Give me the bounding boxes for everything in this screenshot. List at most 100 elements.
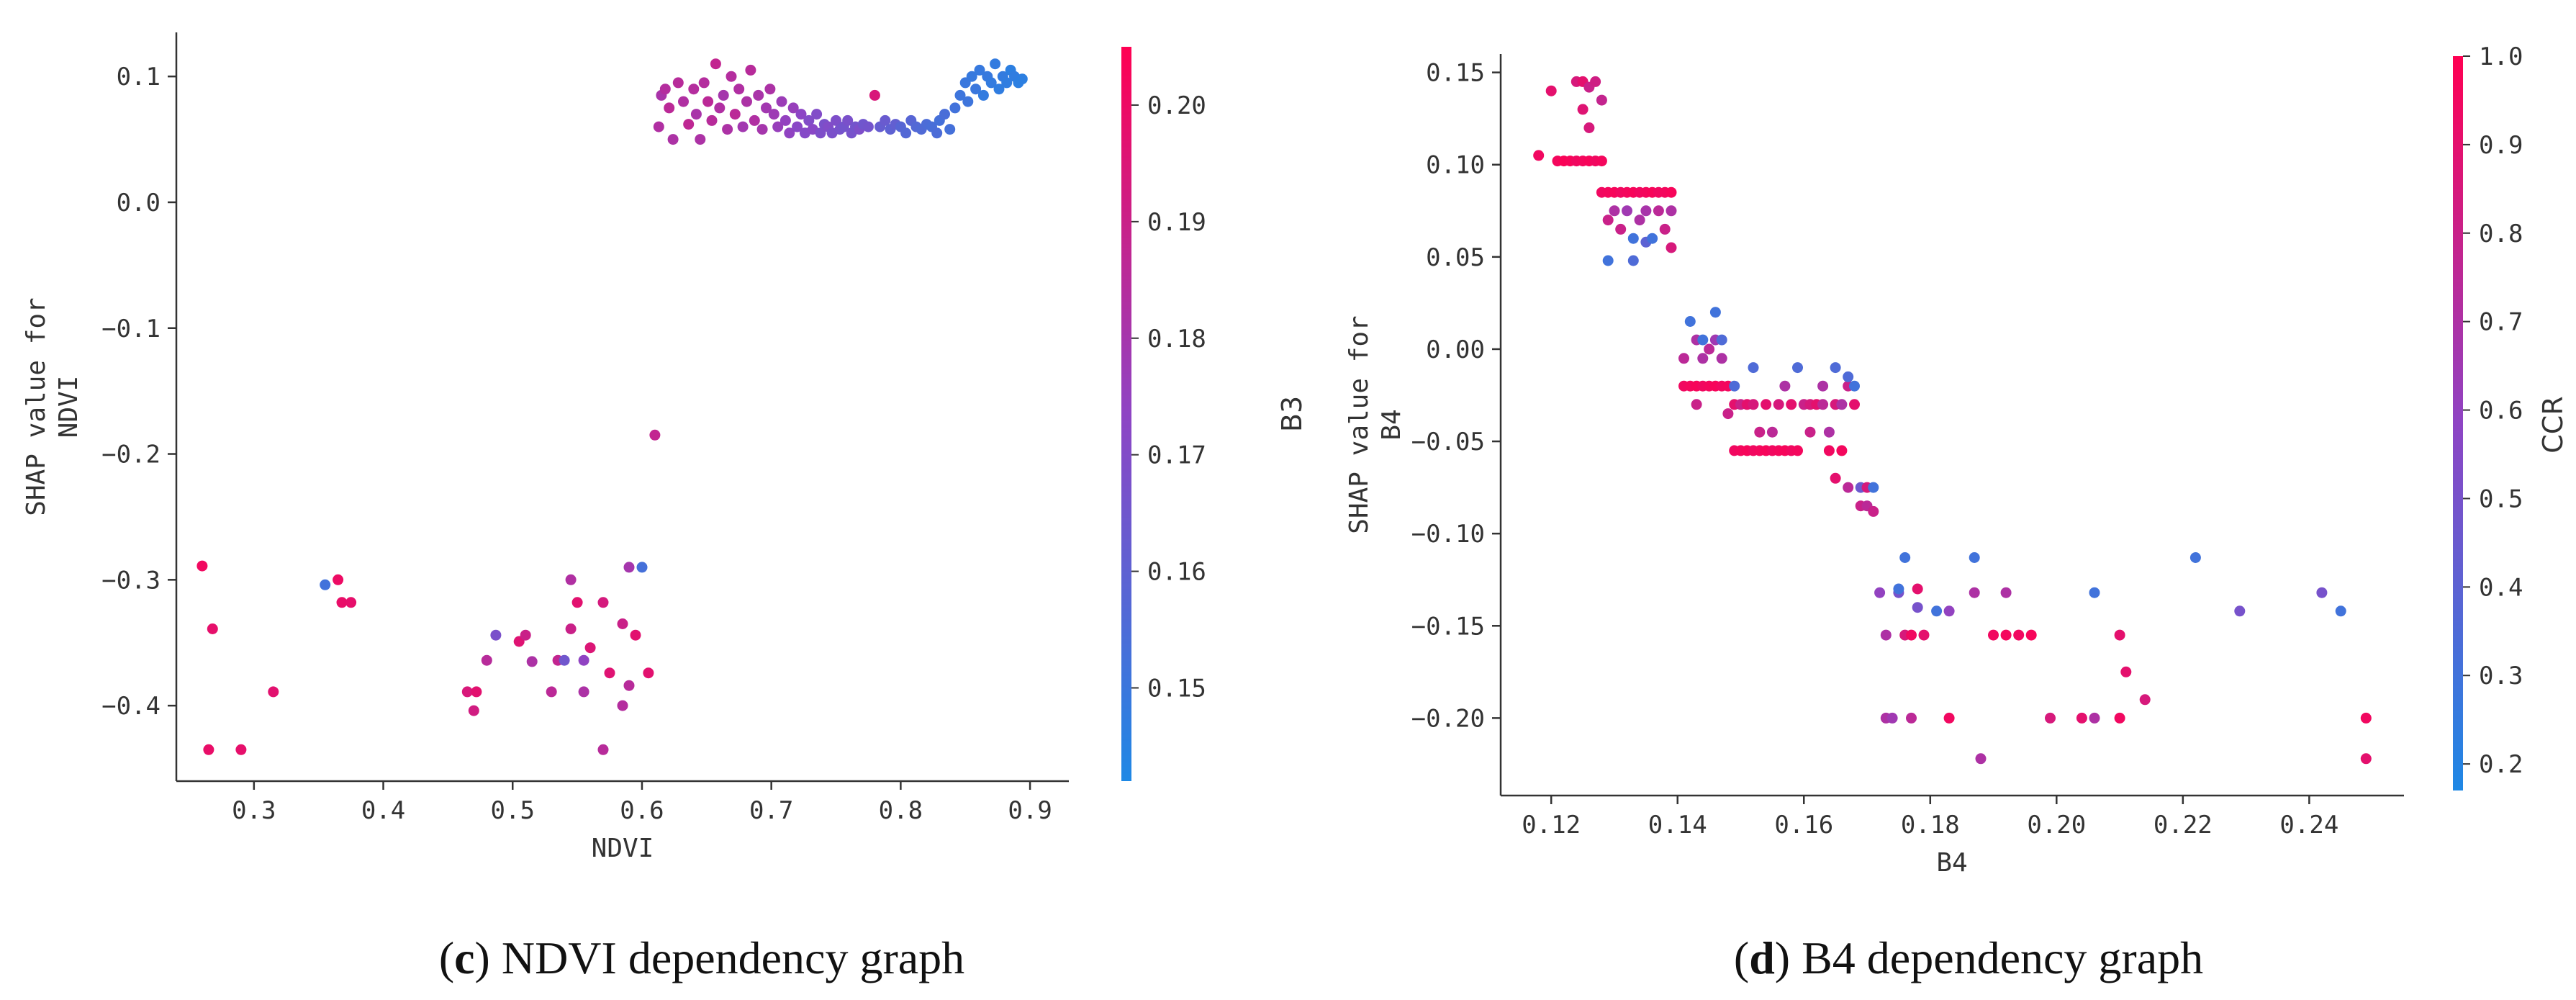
b4-data-point: [1849, 399, 1860, 410]
ndvi-data-point: [565, 574, 577, 585]
ndvi-data-point: [974, 64, 985, 76]
b4-data-point: [1912, 583, 1923, 595]
ndvi-dependency-chart: 0.3 0.4 0.5 0.6 0.7 0.8 0.9 0.1 0.0 −0.1 −0.2 −0.3…: [22, 32, 1308, 863]
ndvi-y-axis-label-line1: SHAP value for: [22, 297, 51, 515]
b4-data-point: [1647, 233, 1658, 244]
b4-data-point: [1823, 426, 1835, 438]
b4-data-point: [1716, 334, 1727, 346]
b4-data-point: [1748, 362, 1759, 374]
b4-data-point: [1817, 399, 1829, 410]
ndvi-data-point: [939, 109, 950, 120]
b4-x-tick-label: 0.12: [1522, 811, 1581, 839]
b4-data-point: [1697, 334, 1709, 346]
ndvi-data-point: [268, 686, 279, 698]
ndvi-data-point: [468, 705, 479, 716]
b4-data-point: [1622, 205, 1632, 217]
b4-data-point: [2234, 605, 2246, 617]
b4-data-point: [2013, 629, 2025, 641]
caption-c-open: (: [439, 932, 454, 983]
b4-data-point: [1918, 629, 1930, 641]
b4-data-point: [1691, 399, 1702, 410]
ndvi-points: [196, 58, 1028, 755]
b4-data-point: [1886, 712, 1898, 724]
b4-data-point: [2139, 694, 2151, 706]
ndvi-data-point: [698, 77, 710, 89]
ndvi-data-point: [235, 744, 247, 755]
b4-data-point: [1590, 76, 1601, 87]
b4-colorbar-tick-label: 0.9: [2479, 131, 2523, 160]
ndvi-data-point: [623, 680, 635, 691]
ndvi-data-point: [597, 744, 609, 755]
b4-data-point: [1666, 205, 1677, 217]
ndvi-y-tick-label: −0.3: [101, 566, 161, 595]
ndvi-colorbar-tick-label: 0.17: [1147, 441, 1206, 470]
b4-y-tick-label: −0.20: [1411, 704, 1485, 733]
b4-data-point: [1931, 605, 1943, 617]
b4-data-point: [1843, 371, 1854, 382]
ndvi-data-point: [490, 629, 502, 641]
b4-data-point: [1748, 399, 1759, 410]
ndvi-data-point: [706, 114, 718, 126]
ndvi-data-point: [985, 77, 997, 89]
b4-data-point: [1659, 223, 1671, 235]
ndvi-data-point: [949, 102, 961, 114]
b4-colorbar-tick-label: 1.0: [2479, 42, 2523, 71]
ndvi-data-point: [461, 686, 473, 698]
ndvi-data-point: [990, 58, 1001, 70]
b4-y-axis-label-line1: SHAP value for: [1345, 315, 1374, 533]
b4-data-point: [1906, 629, 1917, 641]
ndvi-data-point: [630, 629, 641, 641]
b4-data-point: [1893, 583, 1904, 595]
ndvi-y-tick-label: −0.2: [101, 441, 161, 469]
b4-colorbar-label: CCR: [2537, 396, 2569, 453]
b4-y-tick-label: −0.05: [1411, 428, 1485, 456]
b4-data-point: [1678, 353, 1689, 364]
b4-colorbar-tick-label: 0.3: [2479, 662, 2523, 690]
ndvi-data-point: [196, 560, 208, 572]
b4-data-point: [2000, 587, 2012, 598]
b4-data-point: [1830, 362, 1841, 374]
ndvi-data-point: [815, 127, 826, 139]
caption-c: (c) NDVI dependency graph: [439, 932, 964, 983]
b4-data-point: [1969, 552, 1980, 563]
ndvi-data-point: [659, 84, 671, 95]
b4-data-point: [1653, 205, 1664, 217]
ndvi-x-axis-label: NDVI: [592, 834, 654, 863]
ndvi-data-point: [672, 77, 684, 89]
ndvi-data-point: [1016, 73, 1028, 85]
ndvi-data-point: [578, 654, 589, 666]
ndvi-data-point: [649, 429, 661, 441]
ndvi-x-tick-label: 0.7: [749, 796, 793, 825]
b4-data-point: [1602, 255, 1614, 266]
b4-data-point: [1722, 408, 1734, 420]
b4-data-point: [2025, 629, 2037, 641]
b4-data-point: [1943, 605, 1955, 617]
ndvi-y-tick-label: 0.0: [117, 189, 161, 217]
b4-data-point: [2076, 712, 2087, 724]
b4-x-tick-label: 0.22: [2154, 811, 2213, 839]
ndvi-data-point: [966, 71, 977, 82]
ndvi-data-point: [722, 124, 733, 135]
b4-data-point: [1602, 215, 1614, 226]
b4-data-point: [1716, 353, 1727, 364]
b4-colorbar-tick-label: 0.6: [2479, 397, 2523, 425]
b4-colorbar-ticks: 0.2 0.3 0.4 0.5 0.6 0.7 0.8 0.9 1.0: [2463, 42, 2523, 779]
b4-colorbar-tick-label: 0.7: [2479, 308, 2523, 337]
ndvi-x-tick-label: 0.8: [879, 796, 923, 825]
ndvi-y-axis-label-line2: NDVI: [54, 376, 83, 438]
ndvi-data-point: [1001, 77, 1013, 89]
b4-data-point: [1709, 307, 1721, 318]
ndvi-data-point: [546, 686, 557, 698]
b4-data-point: [1849, 380, 1860, 392]
ndvi-data-point: [862, 121, 874, 132]
ndvi-data-point: [962, 96, 974, 107]
ndvi-data-point: [636, 562, 648, 573]
b4-data-point: [2189, 552, 2201, 563]
b4-y-tick-label: 0.10: [1426, 151, 1485, 180]
ndvi-data-point: [776, 96, 787, 107]
ndvi-data-point: [787, 102, 799, 114]
b4-y-tick-label: 0.00: [1426, 335, 1485, 364]
ndvi-data-point: [977, 89, 989, 101]
ndvi-colorbar-tick-label: 0.20: [1147, 91, 1206, 120]
